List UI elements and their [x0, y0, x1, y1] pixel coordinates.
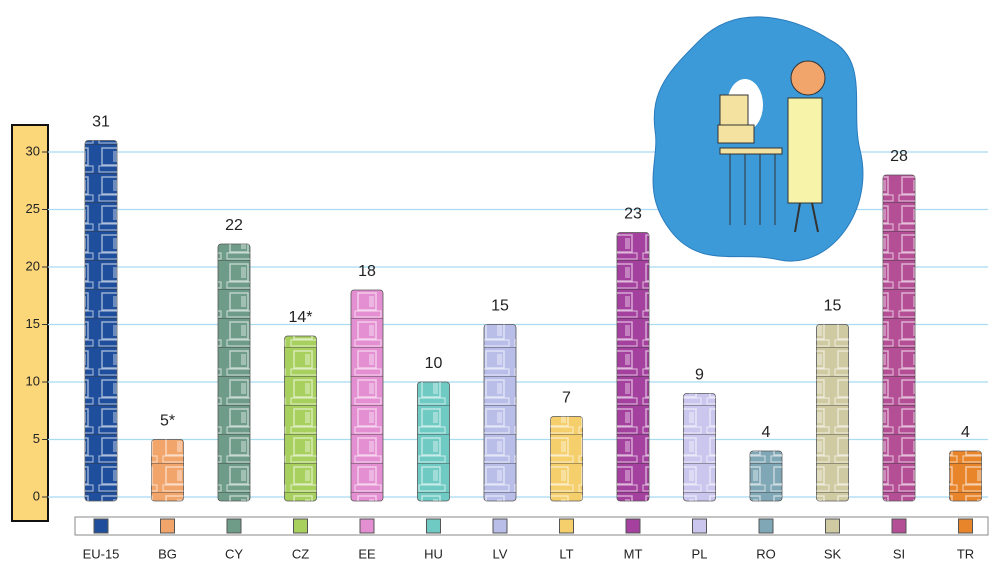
legend-label: MT — [624, 546, 643, 561]
value-label: 9 — [695, 367, 704, 384]
legend-swatch — [93, 518, 109, 534]
bar-pattern — [484, 324, 516, 501]
legend-label: HU — [424, 546, 443, 561]
y-tick-label: 25 — [26, 201, 40, 216]
y-tick-label: 20 — [26, 258, 40, 273]
y-tick-label: 5 — [33, 431, 40, 446]
legend-label: SK — [824, 546, 842, 561]
legend-swatch — [226, 518, 242, 534]
legend-swatch — [293, 518, 308, 534]
bar-pattern — [949, 451, 982, 501]
value-label: 14* — [288, 309, 312, 326]
legend-swatch — [426, 518, 441, 534]
value-label: 4 — [762, 424, 771, 441]
bar-pattern — [351, 290, 383, 501]
value-label: 31 — [92, 114, 110, 131]
y-tick-label: 30 — [26, 143, 40, 158]
legend-swatch — [492, 518, 508, 534]
legend-label: LV — [493, 546, 508, 561]
bar-pattern — [617, 232, 649, 501]
legend-swatch — [160, 518, 175, 534]
value-label: 22 — [225, 217, 243, 234]
legend-label: LT — [559, 546, 573, 561]
bar-pattern — [284, 336, 317, 501]
legend-swatch — [891, 518, 907, 534]
value-label: 18 — [358, 263, 376, 280]
legend-swatch — [625, 518, 641, 534]
legend-label: TR — [957, 546, 974, 561]
value-label: 28 — [890, 148, 908, 165]
value-label: 23 — [624, 206, 642, 223]
legend-label: CY — [225, 546, 243, 561]
legend-label: SI — [893, 546, 905, 561]
legend-swatch — [825, 518, 840, 534]
value-label: 10 — [425, 355, 443, 372]
legend-label: EU-15 — [83, 546, 120, 561]
legend-label: CZ — [292, 546, 309, 561]
legend-box — [74, 516, 989, 536]
bar-pattern — [750, 451, 782, 501]
y-axis-band — [11, 124, 49, 522]
legend-swatch — [559, 518, 574, 534]
value-label: 7 — [562, 390, 571, 407]
legend-label: RO — [756, 546, 776, 561]
bar-pattern — [417, 382, 450, 501]
legend-swatch — [958, 518, 973, 534]
illustration — [652, 16, 864, 262]
legend-label: EE — [358, 546, 376, 561]
legend-swatch — [692, 518, 707, 534]
bar-pattern — [85, 140, 117, 501]
legend-swatch — [758, 518, 774, 534]
bar-pattern — [683, 393, 716, 501]
bar-pattern — [816, 324, 849, 501]
value-label: 15 — [824, 298, 842, 315]
bar-pattern — [550, 416, 583, 501]
value-label: 15 — [491, 298, 509, 315]
y-tick-label: 0 — [33, 488, 40, 503]
y-tick-label: 10 — [26, 373, 40, 388]
legend-label: PL — [692, 546, 708, 561]
value-label: 4 — [961, 424, 970, 441]
legend-swatch — [359, 518, 375, 534]
bar-pattern — [151, 439, 184, 501]
legend-label: BG — [158, 546, 177, 561]
bar-pattern — [883, 175, 915, 501]
bar-pattern — [218, 244, 250, 501]
value-label: 5* — [160, 413, 175, 430]
y-tick-label: 15 — [26, 316, 40, 331]
